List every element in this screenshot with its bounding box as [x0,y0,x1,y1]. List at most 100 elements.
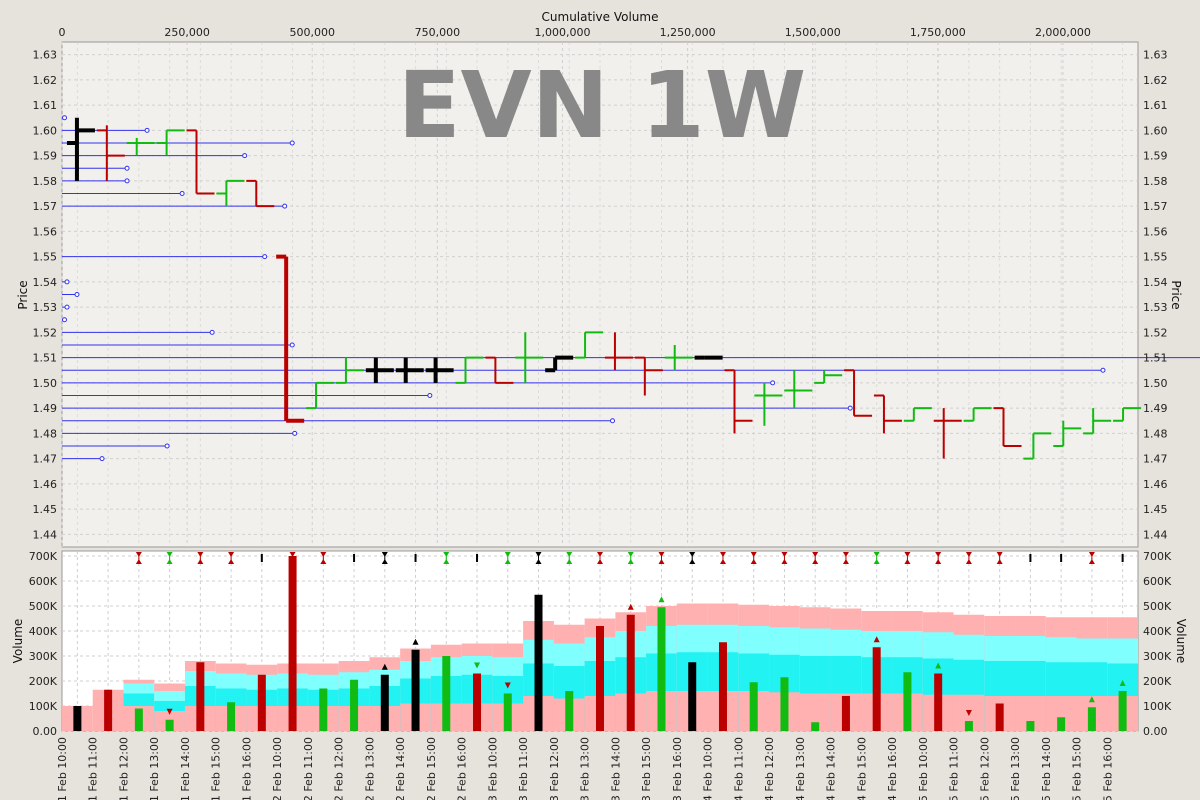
time-tick: 12 Feb 15:00 [425,737,438,800]
time-tick: 13 Feb 10:00 [486,737,499,800]
price-tick-right: 1.59 [1143,150,1168,163]
volume-tick-right: 300K [1143,650,1172,663]
cumvol-tick: 1,250,000 [660,26,716,39]
time-tick: 15 Feb 10:00 [917,737,930,800]
volume-bar [73,706,82,731]
price-tick-right: 1.58 [1143,175,1168,188]
volume-bar [626,614,635,731]
volume-axis-label-left: Volume [11,619,25,664]
price-tick-left: 1.46 [33,478,58,491]
time-tick: 14 Feb 16:00 [886,737,899,800]
price-tick-left: 1.54 [33,276,58,289]
price-axis-label-left: Price [16,280,30,309]
time-tick: 11 Feb 15:00 [210,737,223,800]
volume-bar [657,607,666,731]
volume-bar [1026,721,1035,731]
volume-bar [688,662,697,731]
volume-bar [1057,717,1066,731]
volume-bar [350,679,359,731]
time-tick: 12 Feb 12:00 [333,737,346,800]
volume-tick-right: 600K [1143,575,1172,588]
time-tick: 14 Feb 12:00 [763,737,776,800]
price-tick-right: 1.44 [1143,528,1168,541]
time-tick: 12 Feb 14:00 [394,737,407,800]
time-tick: 15 Feb 13:00 [1009,737,1022,800]
signal-marker [381,663,388,670]
volume-bar [964,721,973,731]
signal-marker [504,682,511,689]
time-tick: 13 Feb 12:00 [548,737,561,800]
price-tick-right: 1.60 [1143,124,1168,137]
time-tick: 14 Feb 15:00 [855,737,868,800]
volume-bar [534,594,543,731]
time-tick: 15 Feb 16:00 [1101,737,1114,800]
profile-end [124,165,130,171]
volume-tick-right: 500K [1143,600,1172,613]
volume-bar [503,693,512,731]
price-tick-right: 1.50 [1143,377,1168,390]
volume-bar [1087,707,1096,731]
profile-end [64,279,70,285]
price-tick-right: 1.47 [1143,453,1168,466]
time-tick: 15 Feb 15:00 [1071,737,1084,800]
volume-profile [62,115,1200,462]
profile-end [289,140,295,146]
volume-bar [196,662,205,731]
price-tick-right: 1.63 [1143,49,1168,62]
volume-tick-left: 0.00 [33,725,58,738]
profile-end [1100,367,1106,373]
volume-bar [1118,691,1127,731]
volume-tick-right: 400K [1143,625,1172,638]
profile-end [179,191,185,196]
time-tick: 13 Feb 13:00 [579,737,592,800]
profile-end [282,203,288,209]
top-axis-label: Cumulative Volume [542,10,659,24]
volume-bar [995,703,1004,731]
cumvol-tick: 2,000,000 [1035,26,1091,39]
time-tick: 15 Feb 12:00 [978,737,991,800]
price-tick-left: 1.56 [33,225,58,238]
volume-bar [565,691,574,731]
signal-marker [935,662,942,669]
volume-bar [134,708,143,731]
signal-marker [1088,696,1095,703]
price-tick-right: 1.45 [1143,503,1168,516]
volume-bar [811,722,820,731]
volume-bar [319,688,328,731]
time-tick: 13 Feb 14:00 [609,737,622,800]
price-tick-left: 1.59 [33,150,58,163]
profile-end [770,380,776,386]
time-tick: 12 Feb 16:00 [456,737,469,800]
cumvol-tick: 0 [59,26,66,39]
volume-bar [473,673,482,731]
price-tick-left: 1.58 [33,175,58,188]
profile-end [427,393,433,398]
price-tick-right: 1.46 [1143,478,1168,491]
volume-bar [596,626,604,731]
signal-marker [412,638,419,645]
price-tick-right: 1.54 [1143,276,1168,289]
cumvol-tick: 250,000 [164,26,210,39]
time-tick: 12 Feb 13:00 [363,737,376,800]
volume-bar [934,673,943,731]
price-tick-left: 1.63 [33,49,58,62]
volume-tick-right: 0.00 [1143,725,1168,738]
volume-bar [257,674,266,731]
price-tick-right: 1.51 [1143,352,1168,365]
time-tick: 13 Feb 11:00 [517,737,530,800]
signal-marker [627,603,634,610]
price-tick-left: 1.49 [33,402,58,415]
time-tick: 14 Feb 11:00 [732,737,745,800]
time-tick: 11 Feb 16:00 [240,737,253,800]
signal-marker [1119,680,1126,686]
volume-bar [903,672,912,731]
price-tick-left: 1.61 [33,99,58,112]
cumvol-tick: 1,750,000 [910,26,966,39]
time-tick: 11 Feb 12:00 [117,737,130,800]
volume-tick-right: 700K [1143,550,1172,563]
signal-marker [474,662,481,669]
price-tick-right: 1.56 [1143,225,1168,238]
profile-end [209,329,215,335]
time-tick: 11 Feb 14:00 [179,737,192,800]
